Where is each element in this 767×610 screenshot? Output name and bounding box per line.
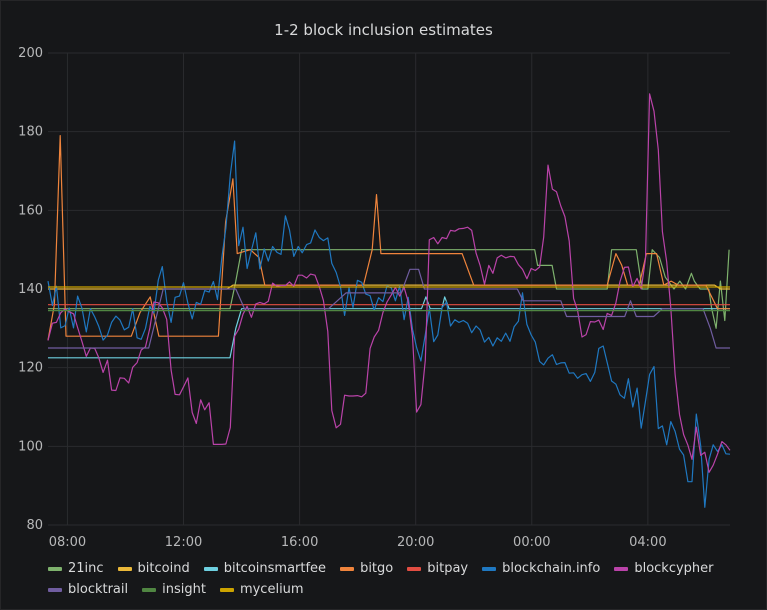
legend-label: insight: [162, 582, 206, 597]
legend: 21inc bitcoind bitcoinsmartfee bitgo bitpay b…: [48, 560, 748, 598]
x-tick-label: 00:00: [513, 535, 550, 550]
legend-swatch: [203, 566, 218, 571]
y-tick-label: 180: [18, 125, 43, 140]
x-axis: 08:00 12:00 16:00 20:00 00:00 04:00: [49, 535, 667, 550]
x-tick-label: 20:00: [397, 535, 434, 550]
legend-label: blockcypher: [634, 561, 714, 576]
plot-area: [47, 93, 731, 508]
legend-item-bitcoind[interactable]: bitcoind: [117, 560, 190, 577]
legend-swatch: [219, 587, 234, 592]
legend-swatch: [142, 587, 157, 592]
legend-swatch: [482, 566, 497, 571]
legend-item-insight[interactable]: insight: [142, 581, 206, 598]
legend-swatch: [407, 566, 422, 571]
legend-item-bitpay[interactable]: bitpay: [407, 560, 468, 577]
legend-label: blocktrail: [68, 582, 129, 597]
x-tick-label: 04:00: [629, 535, 666, 550]
y-tick-label: 140: [18, 282, 43, 297]
series-line-bitgo: [47, 135, 730, 341]
legend-label: bitcoind: [137, 561, 190, 576]
legend-item-blockcypher[interactable]: blockcypher: [614, 560, 714, 577]
y-tick-label: 120: [18, 361, 43, 376]
x-tick-label: 08:00: [49, 535, 86, 550]
series-line-blocktrail: [48, 268, 730, 349]
chart-title[interactable]: 1-2 block inclusion estimates: [274, 21, 493, 39]
legend-label: bitpay: [427, 561, 469, 576]
legend-swatch: [117, 566, 132, 571]
y-tick-label: 80: [26, 518, 43, 533]
legend-label: mycelium: [239, 582, 304, 597]
legend-swatch: [48, 566, 62, 571]
series-line-bitcoinsmartfee: [48, 296, 730, 359]
x-tick-label: 16:00: [281, 535, 318, 550]
x-tick-label: 12:00: [165, 535, 202, 550]
legend-swatch: [48, 587, 62, 592]
y-tick-label: 100: [18, 439, 43, 454]
legend-item-bitgo[interactable]: bitgo: [340, 560, 393, 577]
legend-label: bitgo: [360, 561, 394, 576]
series-line-blockcypher: [47, 93, 731, 473]
legend-label: 21inc: [68, 561, 104, 576]
legend-item-blockchain-info[interactable]: blockchain.info: [482, 560, 600, 577]
y-tick-label: 200: [18, 46, 43, 61]
y-axis: 80 100 120 140 160 180 200: [18, 46, 43, 533]
legend-swatch: [614, 566, 629, 571]
line-chart: 80 100 120 140 160 180 200 08:00 12:00 16:00 20:0…: [18, 46, 731, 550]
legend-item-21inc[interactable]: 21inc: [48, 560, 104, 577]
legend-item-mycelium[interactable]: mycelium: [219, 581, 304, 598]
legend-label: blockchain.info: [502, 561, 601, 576]
legend-item-bitcoinsmartfee[interactable]: bitcoinsmartfee: [203, 560, 327, 577]
legend-label: bitcoinsmartfee: [223, 561, 327, 576]
legend-item-blocktrail[interactable]: blocktrail: [48, 581, 128, 598]
legend-swatch: [340, 566, 355, 571]
y-tick-label: 160: [18, 203, 43, 218]
